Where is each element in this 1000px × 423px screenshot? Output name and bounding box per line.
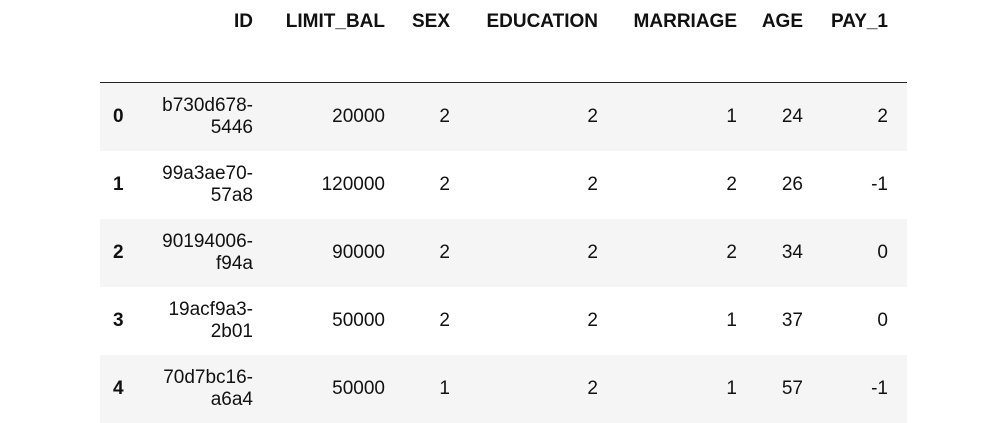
table-cell: 99a3ae70-57a8 bbox=[135, 151, 265, 219]
table-cell: 2 bbox=[439, 309, 450, 331]
table-cell: -1 bbox=[871, 173, 888, 195]
id-text: 90194006-f94a bbox=[162, 230, 253, 274]
table-cell: 90194006-f94a bbox=[135, 219, 265, 287]
table-cell: 2 bbox=[726, 241, 737, 263]
table-row: 3 19acf9a3-2b01 50000 2 2 1 37 0 bbox=[100, 287, 907, 355]
table-cell: 90000 bbox=[332, 241, 385, 263]
table-cell: b730d678-5446 bbox=[135, 82, 265, 151]
table-cell: 19acf9a3-2b01 bbox=[135, 287, 265, 355]
column-header: EDUCATION bbox=[462, 0, 610, 83]
table-cell: 24 bbox=[781, 105, 803, 127]
row-index: 0 bbox=[113, 105, 124, 127]
row-index: 4 bbox=[113, 377, 124, 399]
column-header: AGE bbox=[749, 0, 815, 83]
table-cell: 1 bbox=[726, 377, 737, 399]
table-body: 0 b730d678-5446 20000 2 2 1 24 2 1 99a3ae70-57a8 1… bbox=[100, 82, 907, 423]
table-cell: 2 bbox=[587, 173, 598, 195]
table-row: 4 70d7bc16-a6a4 50000 1 2 1 57 -1 bbox=[100, 354, 907, 423]
table-cell: 2 bbox=[587, 377, 598, 399]
table-header: ID LIMIT_BAL SEX EDUCATION MARRIAGE AGE PAY_1 bbox=[100, 0, 907, 83]
id-text: b730d678-5446 bbox=[162, 94, 253, 138]
id-text: 19acf9a3-2b01 bbox=[168, 298, 253, 342]
table-row: 2 90194006-f94a 90000 2 2 2 34 0 bbox=[100, 218, 907, 287]
table-cell: 50000 bbox=[332, 377, 385, 399]
table-cell: 57 bbox=[781, 377, 803, 399]
row-index: 2 bbox=[113, 241, 124, 263]
id-text: 70d7bc16-a6a4 bbox=[163, 366, 253, 410]
table-cell: 1 bbox=[439, 377, 450, 399]
dataframe-table: ID LIMIT_BAL SEX EDUCATION MARRIAGE AGE PAY_1 … bbox=[100, 0, 907, 423]
table-cell: 2 bbox=[587, 241, 598, 263]
table-cell: 34 bbox=[781, 241, 803, 263]
table-cell: 2 bbox=[439, 241, 450, 263]
table-cell: 2 bbox=[726, 173, 737, 195]
table-cell: 2 bbox=[439, 173, 450, 195]
row-index: 3 bbox=[113, 309, 124, 331]
table-cell: 1 bbox=[726, 309, 737, 331]
table-row: 1 99a3ae70-57a8 120000 2 2 2 26 -1 bbox=[100, 151, 907, 219]
table-cell: 37 bbox=[781, 309, 803, 331]
table-cell: 2 bbox=[587, 105, 598, 127]
table-cell: 2 bbox=[877, 105, 888, 127]
column-header: SEX bbox=[397, 0, 462, 83]
table-cell: 70d7bc16-a6a4 bbox=[135, 355, 265, 423]
table-cell: 0 bbox=[877, 241, 888, 263]
header-row: ID LIMIT_BAL SEX EDUCATION MARRIAGE AGE PAY_1 bbox=[100, 0, 907, 83]
table-cell: 2 bbox=[439, 105, 450, 127]
table-cell: 26 bbox=[781, 173, 803, 195]
column-header: ID bbox=[135, 0, 265, 83]
row-index: 1 bbox=[113, 173, 124, 195]
column-header: MARRIAGE bbox=[610, 0, 749, 83]
table-cell: 2 bbox=[587, 309, 598, 331]
table-row: 0 b730d678-5446 20000 2 2 1 24 2 bbox=[100, 82, 907, 151]
index-header bbox=[100, 0, 135, 83]
table-cell: -1 bbox=[871, 377, 888, 399]
column-header: LIMIT_BAL bbox=[265, 0, 397, 83]
table-cell: 20000 bbox=[332, 105, 385, 127]
id-text: 99a3ae70-57a8 bbox=[162, 162, 253, 206]
table-cell: 1 bbox=[726, 105, 737, 127]
table-cell: 0 bbox=[877, 309, 888, 331]
table-cell: 120000 bbox=[321, 173, 385, 195]
table-cell: 50000 bbox=[332, 309, 385, 331]
column-header: PAY_1 bbox=[815, 0, 907, 83]
